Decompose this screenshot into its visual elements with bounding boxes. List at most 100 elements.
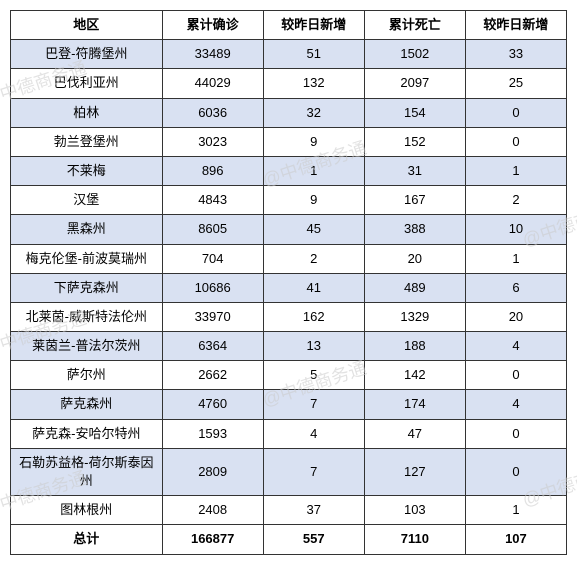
table-cell: 152 xyxy=(364,127,465,156)
table-cell: 1 xyxy=(263,156,364,185)
table-cell: 33489 xyxy=(162,40,263,69)
table-cell: 萨克森州 xyxy=(11,390,163,419)
table-cell: 2097 xyxy=(364,69,465,98)
table-cell: 1 xyxy=(465,244,566,273)
table-cell: 0 xyxy=(465,98,566,127)
table-cell: 4 xyxy=(465,390,566,419)
table-cell: 莱茵兰-普法尔茨州 xyxy=(11,332,163,361)
total-cell: 107 xyxy=(465,525,566,554)
table-cell: 1593 xyxy=(162,419,263,448)
table-cell: 47 xyxy=(364,419,465,448)
table-row: 北莱茵-威斯特法伦州33970162132920 xyxy=(11,302,567,331)
total-row: 总计1668775577110107 xyxy=(11,525,567,554)
table-cell: 31 xyxy=(364,156,465,185)
table-cell: 704 xyxy=(162,244,263,273)
table-cell: 汉堡 xyxy=(11,186,163,215)
col-header-newconf: 较昨日新增 xyxy=(263,11,364,40)
table-cell: 1 xyxy=(465,496,566,525)
table-row: 不莱梅8961311 xyxy=(11,156,567,185)
table-cell: 7 xyxy=(263,448,364,495)
table-cell: 10686 xyxy=(162,273,263,302)
table-row: 汉堡484391672 xyxy=(11,186,567,215)
table-cell: 4 xyxy=(465,332,566,361)
table-cell: 0 xyxy=(465,448,566,495)
table-row: 梅克伦堡-前波莫瑞州7042201 xyxy=(11,244,567,273)
table-cell: 32 xyxy=(263,98,364,127)
table-cell: 167 xyxy=(364,186,465,215)
table-row: 图林根州2408371031 xyxy=(11,496,567,525)
total-cell: 557 xyxy=(263,525,364,554)
table-cell: 2662 xyxy=(162,361,263,390)
table-cell: 3023 xyxy=(162,127,263,156)
table-cell: 13 xyxy=(263,332,364,361)
stats-table: 地区 累计确诊 较昨日新增 累计死亡 较昨日新增 巴登-符腾堡州33489511… xyxy=(10,10,567,555)
table-cell: 图林根州 xyxy=(11,496,163,525)
table-cell: 梅克伦堡-前波莫瑞州 xyxy=(11,244,163,273)
table-cell: 2809 xyxy=(162,448,263,495)
table-cell: 51 xyxy=(263,40,364,69)
table-cell: 41 xyxy=(263,273,364,302)
table-cell: 5 xyxy=(263,361,364,390)
col-header-region: 地区 xyxy=(11,11,163,40)
table-row: 石勒苏益格-荷尔斯泰因州280971270 xyxy=(11,448,567,495)
col-header-newdeath: 较昨日新增 xyxy=(465,11,566,40)
table-cell: 1329 xyxy=(364,302,465,331)
table-cell: 7 xyxy=(263,390,364,419)
table-cell: 石勒苏益格-荷尔斯泰因州 xyxy=(11,448,163,495)
table-cell: 4760 xyxy=(162,390,263,419)
table-cell: 188 xyxy=(364,332,465,361)
table-cell: 1 xyxy=(465,156,566,185)
table-row: 黑森州86054538810 xyxy=(11,215,567,244)
table-row: 勃兰登堡州302391520 xyxy=(11,127,567,156)
table-row: 巴伐利亚州44029132209725 xyxy=(11,69,567,98)
table-cell: 6036 xyxy=(162,98,263,127)
table-body: 巴登-符腾堡州3348951 1 5 0 2 33巴伐利亚州44029132209725柏… xyxy=(11,40,567,554)
table-cell: 勃兰登堡州 xyxy=(11,127,163,156)
table-cell: 896 xyxy=(162,156,263,185)
total-cell: 7110 xyxy=(364,525,465,554)
col-header-death: 累计死亡 xyxy=(364,11,465,40)
table-cell: 174 xyxy=(364,390,465,419)
table-row: 柏林6036321540 xyxy=(11,98,567,127)
table-cell: 10 xyxy=(465,215,566,244)
total-cell: 总计 xyxy=(11,525,163,554)
table-cell: 巴登-符腾堡州 xyxy=(11,40,163,69)
table-row: 莱茵兰-普法尔茨州6364131884 xyxy=(11,332,567,361)
table-row: 萨克森-安哈尔特州15934470 xyxy=(11,419,567,448)
table-cell: 2 xyxy=(263,244,364,273)
table-cell: 154 xyxy=(364,98,465,127)
table-cell: 9 xyxy=(263,186,364,215)
table-cell: 33 xyxy=(465,40,566,69)
table-row: 萨克森州476071744 xyxy=(11,390,567,419)
table-cell: 4843 xyxy=(162,186,263,215)
table-cell: 489 xyxy=(364,273,465,302)
table-cell: 8605 xyxy=(162,215,263,244)
table-cell: 37 xyxy=(263,496,364,525)
table-cell: 黑森州 xyxy=(11,215,163,244)
table-cell: 2408 xyxy=(162,496,263,525)
table-cell: 0 xyxy=(465,419,566,448)
total-cell: 166877 xyxy=(162,525,263,554)
table-cell: 0 xyxy=(465,127,566,156)
table-cell: 45 xyxy=(263,215,364,244)
table-cell: 9 xyxy=(263,127,364,156)
table-cell: 4 xyxy=(263,419,364,448)
table-cell: 142 xyxy=(364,361,465,390)
table-cell: 不莱梅 xyxy=(11,156,163,185)
table-cell: 北莱茵-威斯特法伦州 xyxy=(11,302,163,331)
table-cell: 萨克森-安哈尔特州 xyxy=(11,419,163,448)
col-header-confirmed: 累计确诊 xyxy=(162,11,263,40)
table-cell: 6364 xyxy=(162,332,263,361)
table-cell: 33970 xyxy=(162,302,263,331)
table-cell: 柏林 xyxy=(11,98,163,127)
table-cell: 0 xyxy=(465,361,566,390)
table-cell: 162 xyxy=(263,302,364,331)
table-row: 下萨克森州10686414896 xyxy=(11,273,567,302)
table-cell: 132 xyxy=(263,69,364,98)
table-cell: 20 xyxy=(364,244,465,273)
table-cell: 103 xyxy=(364,496,465,525)
table-cell: 44029 xyxy=(162,69,263,98)
table-cell: 下萨克森州 xyxy=(11,273,163,302)
table-cell: 25 xyxy=(465,69,566,98)
header-row: 地区 累计确诊 较昨日新增 累计死亡 较昨日新增 xyxy=(11,11,567,40)
